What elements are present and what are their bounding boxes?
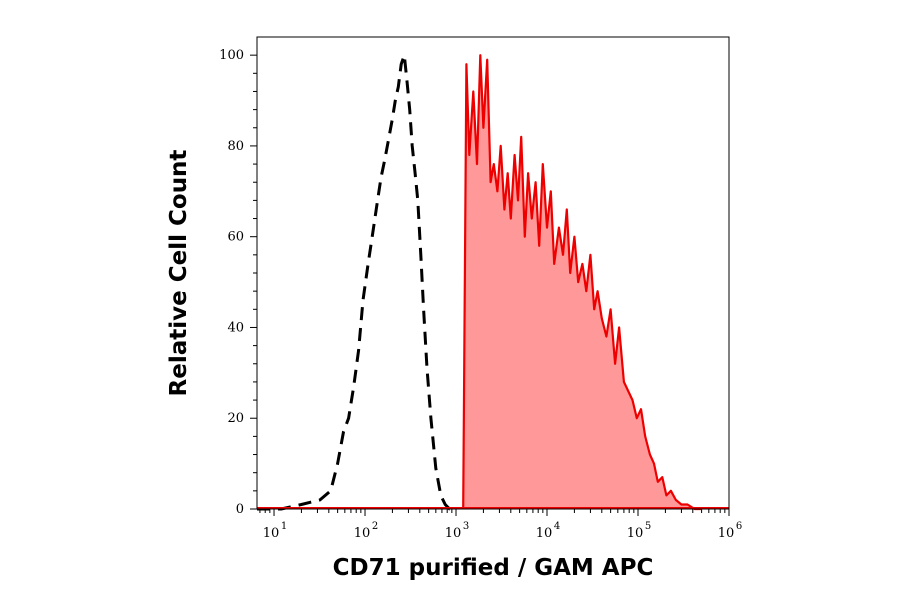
y-tick-label: 60 (227, 230, 244, 245)
x-tick-label: 10 (445, 526, 462, 541)
y-tick-label: 20 (227, 411, 244, 426)
y-tick-label: 100 (219, 48, 244, 63)
x-tick-label: 10 (354, 526, 371, 541)
y-tick-label: 80 (227, 139, 244, 154)
x-tick-exponent: 1 (281, 521, 287, 532)
x-tick-label: 10 (627, 526, 644, 541)
x-tick-exponent: 3 (463, 521, 469, 532)
x-tick-exponent: 4 (554, 521, 560, 532)
series-2-fill (463, 55, 702, 509)
series-1-line (257, 53, 454, 511)
x-axis-title: CD71 purified / GAM APC (333, 555, 654, 581)
y-tick-label: 40 (227, 320, 244, 335)
x-tick-exponent: 5 (645, 521, 651, 532)
x-tick-exponent: 6 (736, 521, 742, 532)
series-layer (257, 53, 729, 511)
series-2-line (462, 54, 702, 511)
x-tick-label: 10 (718, 526, 735, 541)
x-tick-exponent: 2 (372, 521, 378, 532)
x-tick-label: 10 (536, 526, 553, 541)
x-tick-label: 10 (263, 526, 280, 541)
y-axis-title: Relative Cell Count (166, 150, 192, 397)
y-tick-label: 0 (236, 502, 244, 517)
